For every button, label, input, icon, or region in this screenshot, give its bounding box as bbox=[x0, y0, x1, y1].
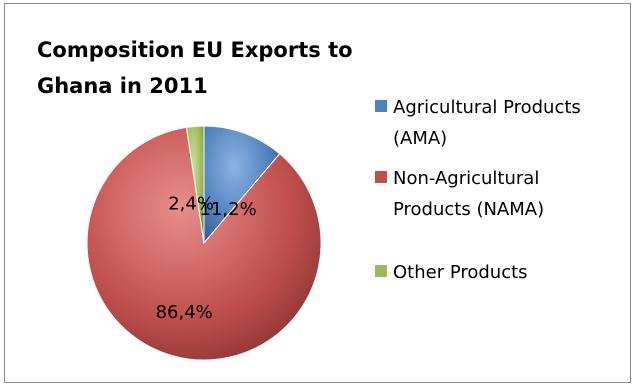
data-label-non-agricultural: 86,4% bbox=[156, 302, 213, 323]
data-label-other: 2,4% bbox=[168, 194, 214, 215]
pie-data-labels: 11,2% 86,4% 2,4% bbox=[156, 194, 257, 323]
pie-slices bbox=[86, 125, 322, 361]
legend-label-non-agricultural: Non-Agricultural Products (NAMA) bbox=[393, 168, 545, 220]
legend-swatch-non-agricultural bbox=[375, 171, 387, 183]
chart-title: Composition EU Exports to Ghana in 2011 bbox=[37, 38, 353, 98]
pie-slice-non-agricultural bbox=[86, 126, 322, 361]
legend-item-non-agricultural: Non-Agricultural Products (NAMA) bbox=[372, 163, 622, 256]
pie-chart: 11,2% 86,4% 2,4% bbox=[86, 125, 322, 361]
legend-swatch-agricultural bbox=[375, 100, 387, 112]
pie-slice-agricultural bbox=[203, 125, 281, 245]
pie-slice-other bbox=[185, 125, 205, 244]
chart-legend: Agricultural Products (AMA) Non-Agricult… bbox=[372, 92, 622, 288]
legend-item-agricultural: Agricultural Products (AMA) bbox=[372, 92, 622, 154]
legend-swatch-other bbox=[375, 265, 387, 277]
chart-frame: Composition EU Exports to Ghana in 2011 … bbox=[4, 3, 631, 383]
legend-label-other: Other Products bbox=[393, 262, 528, 283]
legend-item-other: Other Products bbox=[372, 257, 622, 288]
legend-label-agricultural: Agricultural Products (AMA) bbox=[393, 97, 581, 149]
data-label-agricultural: 11,2% bbox=[200, 199, 257, 220]
